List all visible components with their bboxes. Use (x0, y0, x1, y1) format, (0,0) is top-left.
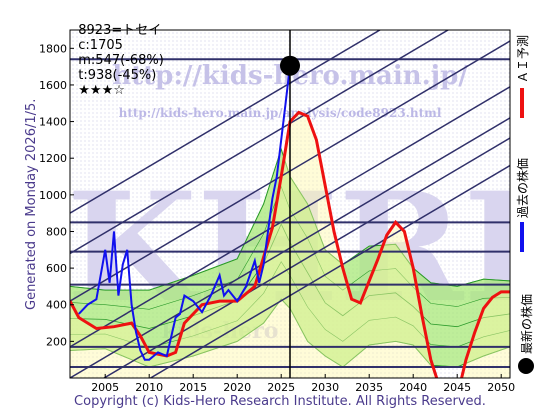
x-tick-label-2045: 2045 (443, 381, 471, 394)
forecast-band-q1-line (70, 261, 510, 349)
x-tick-label-2015: 2015 (179, 381, 207, 394)
target-price: t:938(-45%) (78, 68, 157, 83)
x-tick-label-2005: 2005 (91, 381, 119, 394)
rating-stars: ★★★☆ (78, 83, 125, 98)
generated-date-note: Generated on Monday 2026/1/5. (24, 98, 39, 310)
y-tick-label-400: 400 (46, 299, 67, 312)
y-tick-label-1800: 1800 (39, 42, 67, 55)
y-tick-label-1000: 1000 (39, 189, 67, 202)
y-tick-label-200: 200 (46, 335, 67, 348)
y-tick-label-1600: 1600 (39, 79, 67, 92)
plot-frame (69, 29, 511, 379)
past-price-line (78, 65, 291, 361)
minimum-price: m:547(-68%) (78, 53, 164, 68)
x-tick-label-2025: 2025 (267, 381, 295, 394)
copyright-footer: Copyright (c) Kids-Hero Research Institu… (74, 394, 486, 409)
y-tick-label-600: 600 (46, 262, 67, 275)
x-tick-label-2030: 2030 (311, 381, 339, 394)
legend-ai-forecast-label: ＡＩ予測 (516, 35, 530, 83)
forecast-band-mid-line (70, 223, 510, 329)
side-note-container: Generated on Monday 2026/1/5. (0, 0, 40, 420)
y-tick-label-1400: 1400 (39, 116, 67, 129)
x-tick-label-2020: 2020 (223, 381, 251, 394)
x-tick-label-2040: 2040 (399, 381, 427, 394)
x-tick-label-2035: 2035 (355, 381, 383, 394)
legend-ai-forecast-swatch (520, 88, 524, 118)
y-tick-label-800: 800 (46, 225, 67, 238)
x-tick-label-2050: 2050 (487, 381, 515, 394)
stock-code: 8923=トセイ (78, 23, 162, 38)
chart-header: 8923=トセイ c:1705 m:547(-68%) t:938(-45%) … (70, 4, 510, 98)
legend-latest-price-label: 最新の株価 (519, 294, 534, 354)
ai-forecast-line (70, 110, 510, 378)
current-price-point (280, 55, 300, 76)
x-tick-label-2010: 2010 (135, 381, 163, 394)
current-price: c:1705 (78, 38, 123, 53)
legend-latest-price-swatch (518, 358, 534, 374)
watermark-url-analysis: http://kids-hero.main.jp/analysis/code89… (119, 106, 442, 120)
forecast-band-q3-line (70, 185, 510, 310)
legend-past-price-swatch (520, 222, 524, 252)
y-tick-label-1200: 1200 (39, 152, 67, 165)
legend-past-price-label: 過去の株価 (515, 158, 530, 218)
